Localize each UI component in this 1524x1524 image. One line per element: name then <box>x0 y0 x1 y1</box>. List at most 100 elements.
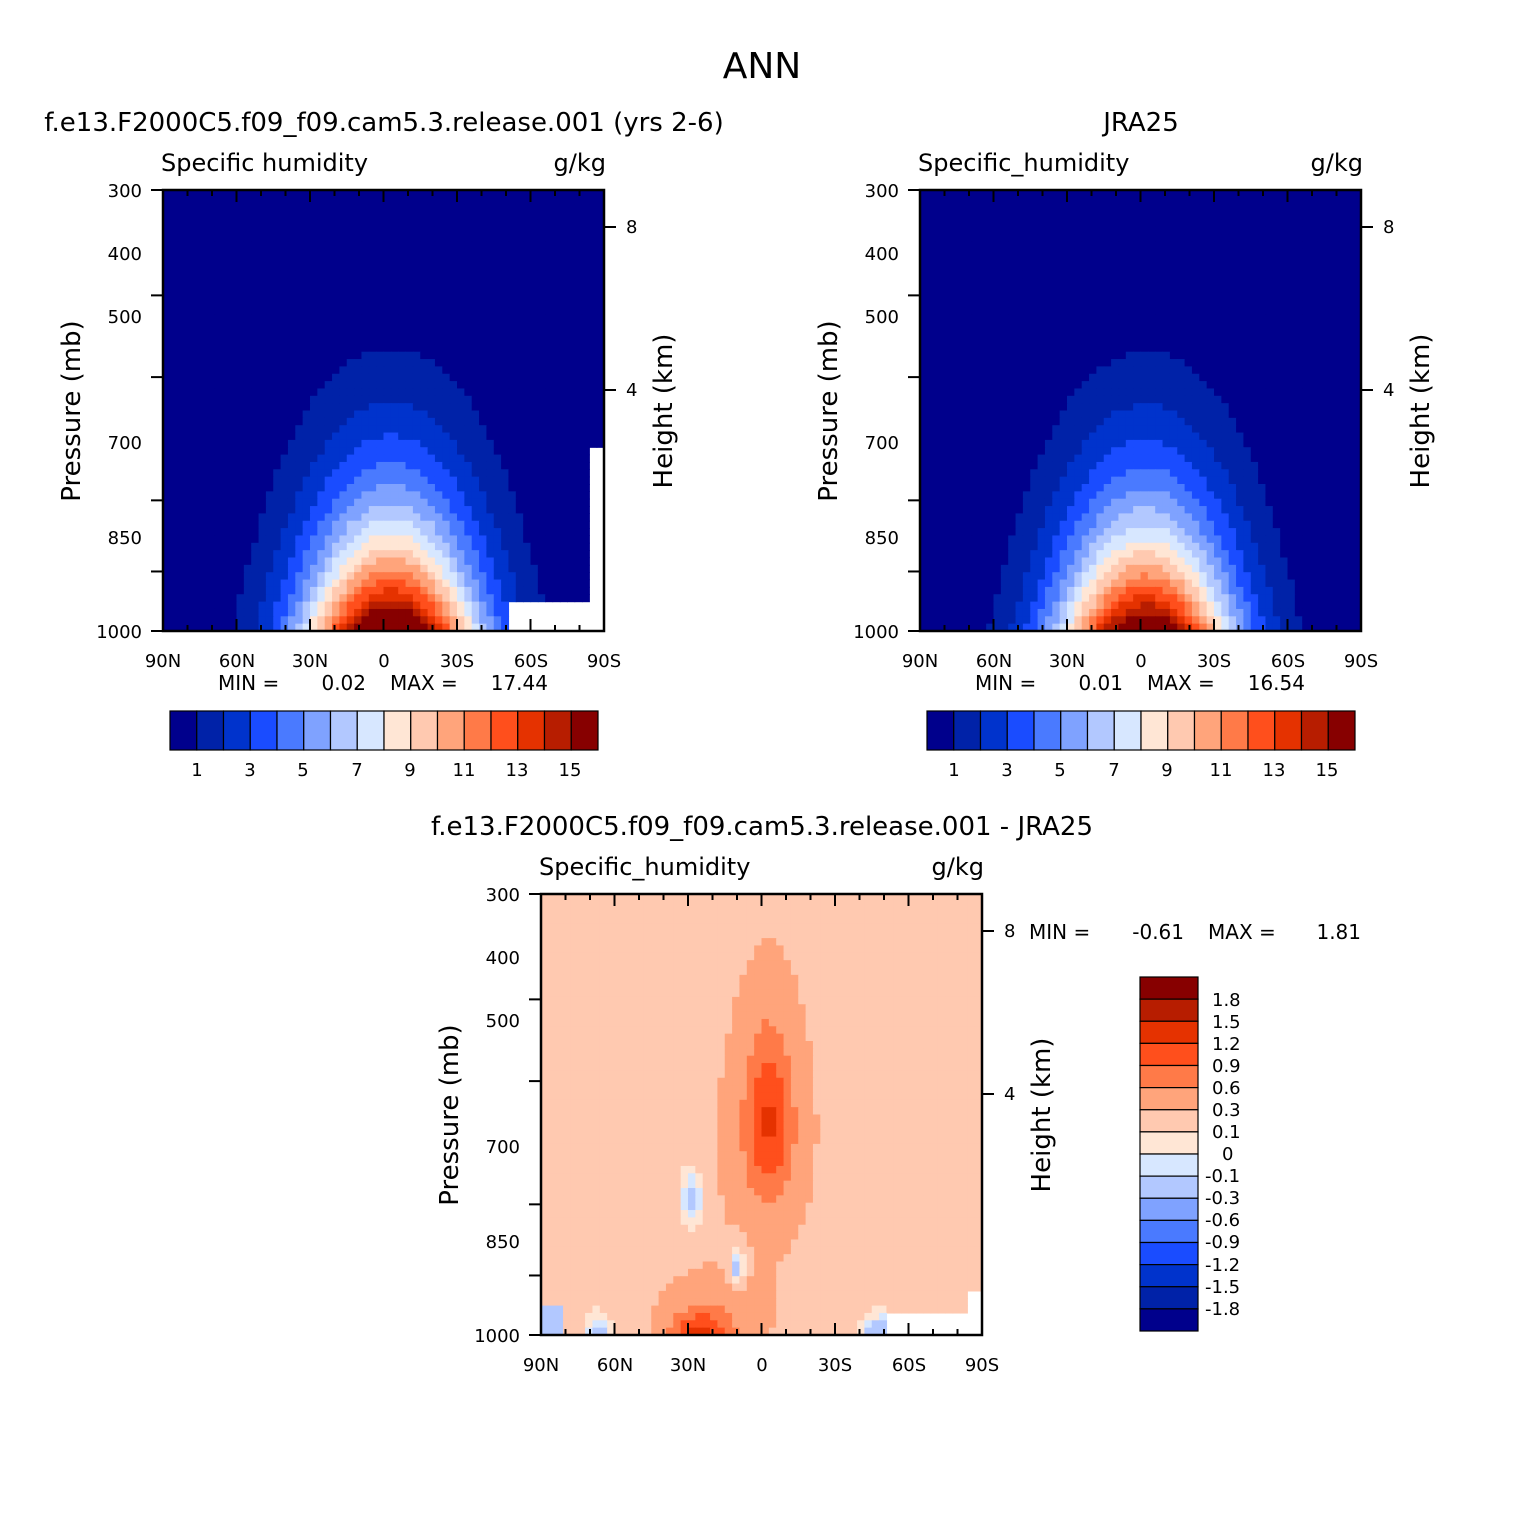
model-cell <box>493 292 502 301</box>
obs-cell <box>956 234 965 243</box>
model-cell <box>207 241 216 250</box>
model-cell <box>567 557 576 566</box>
model-cell <box>552 410 561 419</box>
obs-cell <box>1265 270 1274 279</box>
model-cell <box>302 594 311 603</box>
model-cell <box>361 344 370 353</box>
model-cell <box>324 292 333 301</box>
obs-cell <box>1015 278 1024 287</box>
obs-cell <box>1250 256 1259 265</box>
obs-cell <box>1074 234 1083 243</box>
model-cell <box>515 204 524 213</box>
colorbar-swatch <box>543 710 572 751</box>
model-cell <box>596 359 605 367</box>
obs-cell <box>1015 190 1024 198</box>
model-cell <box>258 484 267 492</box>
model-cell <box>324 388 333 397</box>
model-cell <box>185 572 193 581</box>
model-cell <box>287 616 296 625</box>
obs-cell <box>1044 190 1053 198</box>
model-cell <box>427 608 436 617</box>
model-cell <box>258 447 267 456</box>
model-cell <box>251 557 260 566</box>
model-cell <box>479 234 487 243</box>
model-cell <box>552 594 561 603</box>
model-cell <box>412 484 421 492</box>
obs-cell <box>1022 197 1031 206</box>
model-cell <box>185 292 193 301</box>
model-cell <box>412 594 421 603</box>
model-cell <box>236 572 245 581</box>
obs-cell <box>1015 197 1024 206</box>
model-cell <box>243 329 252 338</box>
obs-cell <box>1103 204 1112 213</box>
model-cell <box>361 263 370 272</box>
obs-cell <box>1214 212 1222 220</box>
obs-cell <box>1000 337 1009 345</box>
model-cell <box>471 329 480 338</box>
obs-cell <box>1081 234 1090 243</box>
model-cell <box>537 388 546 397</box>
model-cell <box>258 219 267 228</box>
model-cell <box>207 425 216 434</box>
obs-cell <box>949 314 958 323</box>
obs-cell <box>1272 292 1281 301</box>
model-cell <box>581 263 590 272</box>
model-cell <box>346 388 355 397</box>
model-cell <box>530 535 539 544</box>
model-cell <box>361 307 370 316</box>
model-cell <box>280 234 289 243</box>
model-cell <box>236 491 245 500</box>
model-cell <box>501 586 510 595</box>
obs-cell <box>1280 329 1289 338</box>
obs-cell <box>1081 197 1090 206</box>
obs-cell <box>1250 234 1259 243</box>
model-cell <box>427 270 436 279</box>
model-cell <box>317 601 326 610</box>
model-cell <box>442 484 451 492</box>
model-cell <box>567 234 576 243</box>
obs-cell <box>1338 204 1347 213</box>
model-cell <box>339 359 348 367</box>
model-cell <box>339 395 348 404</box>
obs-cell <box>1008 241 1017 250</box>
model-cell <box>317 425 326 434</box>
model-cell <box>287 623 296 632</box>
model-cell <box>310 572 318 581</box>
model-cell <box>295 241 304 250</box>
obs-cell <box>927 300 936 309</box>
model-cell <box>412 204 421 213</box>
model-cell <box>199 513 208 522</box>
model-cell <box>479 417 487 426</box>
obs-cell <box>993 219 1002 228</box>
model-cell <box>295 381 304 390</box>
model-cell <box>295 608 304 617</box>
model-cell <box>221 373 230 382</box>
model-cell <box>368 285 377 294</box>
model-cell <box>596 204 605 213</box>
panel-model-cbar-label-5: 5 <box>297 760 308 781</box>
model-cell <box>567 292 576 301</box>
model-cell <box>354 322 363 331</box>
obs-cell <box>978 278 987 287</box>
model-cell <box>596 256 605 265</box>
model-cell <box>361 314 370 323</box>
model-cell <box>287 285 296 294</box>
model-cell <box>339 484 348 492</box>
model-cell <box>265 322 274 331</box>
model-cell <box>361 417 370 426</box>
model-cell <box>229 586 238 595</box>
obs-cell <box>956 285 965 294</box>
model-cell <box>295 513 304 522</box>
model-cell <box>574 351 583 360</box>
model-cell <box>530 417 539 426</box>
model-cell <box>376 351 385 360</box>
model-cell <box>163 351 171 360</box>
model-cell <box>596 278 605 287</box>
model-cell <box>493 484 502 492</box>
panel-model-cbar-label-3: 3 <box>244 760 255 781</box>
obs-cell <box>986 197 995 206</box>
obs-cell <box>1111 234 1120 243</box>
model-cell <box>317 454 326 463</box>
obs-cell <box>1338 219 1347 228</box>
